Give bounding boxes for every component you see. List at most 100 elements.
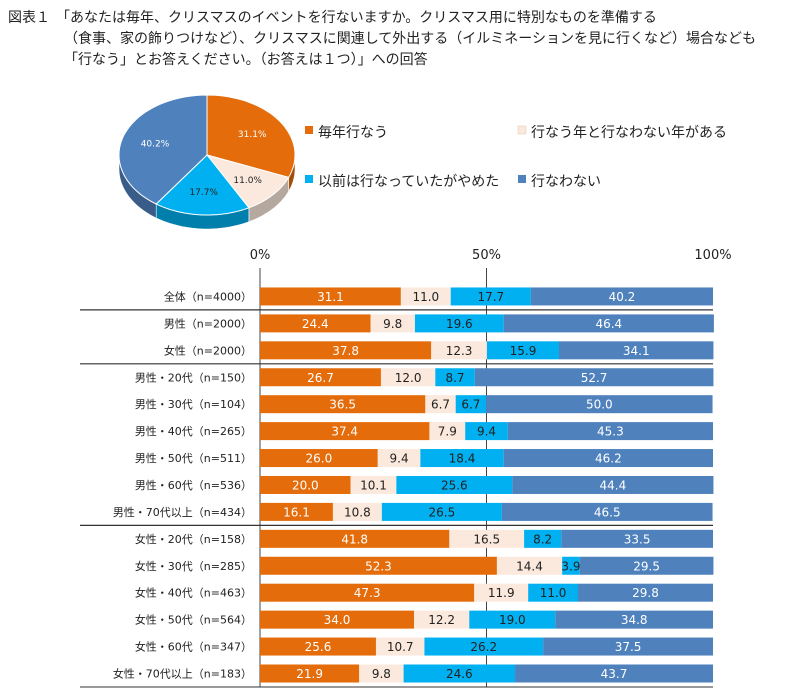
bar-segment-10-2: [562, 556, 580, 575]
pie-slice-3: [118, 94, 208, 205]
bar-segment-5-0: [260, 422, 430, 441]
legend-label-3: 行なわない: [531, 174, 601, 190]
pie-slice-0: [206, 94, 296, 178]
bar-segment-4-0: [260, 395, 426, 414]
bar-segment-9-0: [260, 529, 450, 548]
bar-segment-13-2: [424, 637, 544, 656]
bar-segment-12-0: [260, 610, 415, 629]
bar-segment-5-3: [507, 422, 713, 441]
category-label-13: 女性・60代（n=347）: [135, 640, 252, 654]
data-label-6-0: 26.0: [306, 452, 333, 466]
data-label-13-2: 26.2: [470, 640, 497, 654]
figure-number: 図表１: [8, 10, 50, 26]
bar-segment-11-3: [578, 583, 713, 602]
data-label-1-0: 24.4: [302, 317, 329, 331]
data-label-9-1: 16.5: [473, 532, 500, 546]
bar-segment-5-2: [465, 422, 508, 441]
data-label-2-0: 37.8: [332, 344, 359, 358]
legend-swatch-1: [517, 125, 527, 135]
bar-segment-7-0: [260, 475, 351, 494]
data-label-7-3: 44.4: [600, 479, 627, 493]
x-tick-label-2: 100%: [694, 248, 731, 263]
data-label-0-1: 11.0: [412, 290, 439, 304]
data-label-9-0: 41.8: [341, 532, 368, 546]
bar-segment-12-3: [555, 610, 713, 629]
bar-segment-0-3: [530, 287, 713, 306]
data-label-10-2: 3.9: [561, 559, 580, 573]
data-label-8-1: 10.8: [344, 505, 371, 519]
bar-segment-6-1: [377, 449, 421, 468]
data-label-5-0: 37.4: [331, 425, 358, 439]
category-label-1: 男性（n=2000）: [164, 316, 252, 330]
data-label-1-2: 19.6: [446, 317, 473, 331]
bar-segment-9-1: [449, 529, 525, 548]
data-label-14-1: 9.8: [372, 667, 391, 681]
legend-swatch-2: [305, 175, 313, 183]
bar-segment-14-2: [403, 664, 516, 683]
bar-segment-2-1: [431, 341, 487, 360]
data-label-14-0: 21.9: [296, 667, 323, 681]
data-label-10-3: 29.5: [633, 559, 660, 573]
bar-segment-6-2: [420, 449, 504, 468]
bar-segment-11-1: [474, 583, 529, 602]
bar-segment-9-3: [561, 529, 713, 548]
data-label-0-2: 17.7: [477, 290, 504, 304]
category-label-14: 女性・70代以上（n=183）: [113, 667, 252, 681]
data-label-14-3: 43.7: [601, 667, 628, 681]
data-label-0-0: 31.1: [317, 290, 344, 304]
data-label-9-2: 8.2: [533, 532, 552, 546]
data-label-4-2: 6.7: [461, 398, 480, 412]
data-label-3-0: 26.7: [307, 371, 334, 385]
title-line-3: 「行なう」とお答えください。（お答えは１つ）」への回答: [64, 52, 428, 68]
data-label-11-2: 11.0: [540, 586, 567, 600]
data-label-13-0: 25.6: [305, 640, 332, 654]
category-label-8: 男性・70代以上（n=434）: [113, 505, 252, 519]
data-label-11-0: 47.3: [354, 586, 381, 600]
data-label-1-1: 9.8: [383, 317, 402, 331]
data-label-8-2: 26.5: [429, 505, 456, 519]
data-label-7-0: 20.0: [292, 479, 319, 493]
data-label-10-1: 14.4: [516, 559, 543, 573]
data-label-3-2: 8.7: [445, 371, 464, 385]
category-label-3: 男性・20代（n=150）: [135, 370, 252, 384]
bar-segment-5-1: [429, 422, 466, 441]
data-label-1-3: 46.4: [595, 317, 622, 331]
title-line-2: （食事、家の飾りつけなど）、クリスマスに関連して外出する（イルミネーションを見に…: [64, 31, 757, 47]
bar-segment-0-1: [400, 287, 451, 306]
data-label-2-1: 12.3: [446, 344, 473, 358]
category-label-2: 女性（n=2000）: [164, 343, 252, 357]
data-label-3-3: 52.7: [581, 371, 608, 385]
data-label-2-3: 34.1: [623, 344, 650, 358]
data-label-7-1: 10.1: [360, 479, 387, 493]
bar-segment-0-0: [260, 287, 401, 306]
data-label-12-2: 19.0: [499, 613, 526, 627]
bar-segment-14-3: [515, 664, 713, 683]
data-label-8-0: 16.1: [283, 505, 310, 519]
data-label-6-2: 18.4: [449, 452, 476, 466]
data-label-10-0: 52.3: [365, 559, 392, 573]
bar-segment-6-3: [503, 449, 713, 468]
bar-segment-7-3: [512, 475, 714, 494]
bar-segment-6-0: [260, 449, 378, 468]
category-label-9: 女性・20代（n=158）: [135, 532, 252, 546]
data-label-12-0: 34.0: [324, 613, 351, 627]
data-label-13-1: 10.7: [387, 640, 414, 654]
bar-segment-4-3: [486, 395, 713, 414]
category-label-10: 女性・30代（n=285）: [135, 559, 252, 573]
bar-segment-8-1: [332, 502, 382, 521]
bar-segment-3-2: [435, 368, 475, 387]
data-label-13-3: 37.5: [615, 640, 642, 654]
bar-segment-13-1: [375, 637, 425, 656]
bar-segment-8-3: [501, 502, 713, 521]
category-label-11: 女性・40代（n=463）: [135, 586, 252, 600]
bar-segment-3-1: [380, 368, 436, 387]
legend-label-2: 以前は行なっていたがやめた: [318, 173, 499, 190]
legend-label-1: 行なう年と行なわない年がある: [531, 125, 727, 141]
data-label-11-3: 29.8: [632, 586, 659, 600]
bar-segment-2-2: [486, 341, 559, 360]
bar-segment-12-2: [469, 610, 556, 629]
data-label-6-1: 9.4: [390, 452, 409, 466]
bar-segment-1-1: [370, 314, 415, 333]
bar-segment-14-1: [359, 664, 404, 683]
